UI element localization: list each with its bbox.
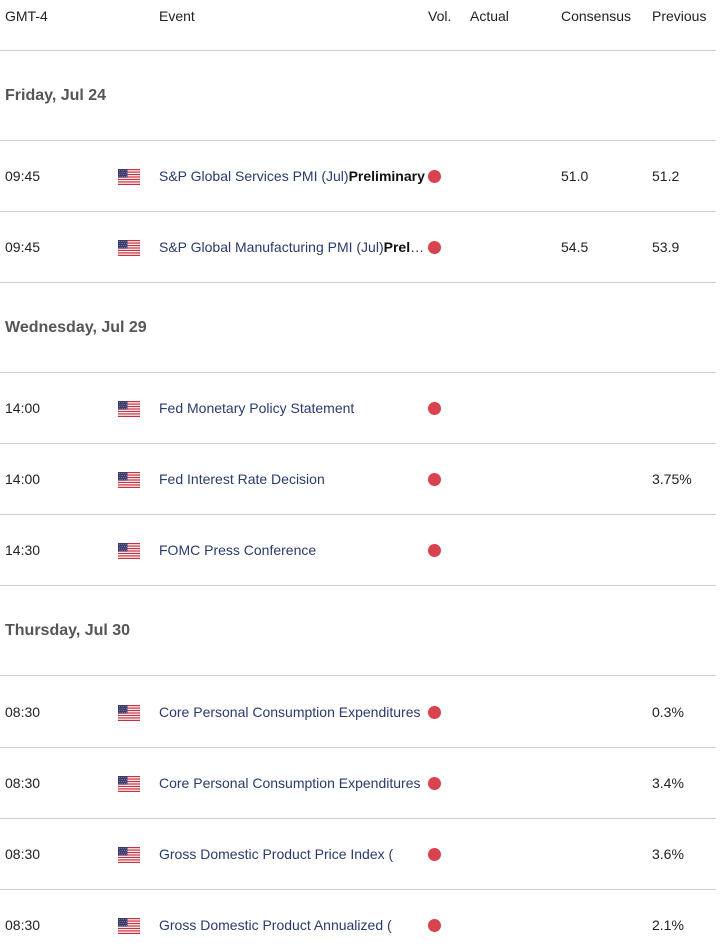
us-flag-icon	[118, 240, 140, 256]
event-row[interactable]: 14:00 Fed Interest Rate Decision 3.75%	[0, 444, 716, 515]
day-label: Wednesday, Jul 29	[5, 319, 147, 336]
us-flag-icon	[118, 543, 140, 559]
event-name[interactable]: Fed Interest Rate Decision	[159, 471, 325, 487]
previous-value: 3.4%	[652, 775, 684, 791]
volatility-high-dot	[428, 170, 441, 183]
event-time: 14:00	[5, 471, 41, 487]
volatility-high-dot	[428, 848, 441, 861]
event-row[interactable]: 08:30 Gross Domestic Product Price Index…	[0, 819, 716, 890]
event-time: 09:45	[5, 239, 41, 255]
event-preliminary-tag: Preliminary	[348, 168, 425, 184]
volatility-high-dot	[428, 402, 441, 415]
volatility-high-dot	[428, 473, 441, 486]
event-time: 08:30	[5, 704, 41, 720]
event-row[interactable]: 09:45 S&P Global Manufacturing PMI (Jul)…	[0, 212, 716, 283]
volatility-high-dot	[428, 544, 441, 557]
event-header: Event	[159, 8, 195, 24]
event-row[interactable]: 14:30 FOMC Press Conference	[0, 515, 716, 586]
event-time: 08:30	[5, 917, 41, 933]
us-flag-icon	[118, 918, 140, 934]
volatility-high-dot	[428, 706, 441, 719]
day-label: Friday, Jul 24	[5, 87, 107, 104]
event-name[interactable]: Fed Monetary Policy Statement	[159, 400, 355, 416]
event-row[interactable]: 08:30 Core Personal Consumption Expendit…	[0, 748, 716, 819]
volatility-header: Vol.	[428, 8, 452, 24]
us-flag-icon	[118, 401, 140, 417]
previous-value: 51.2	[652, 168, 680, 184]
previous-value: 3.75%	[652, 471, 692, 487]
event-row[interactable]: 14:00 Fed Monetary Policy Statement	[0, 373, 716, 444]
event-row[interactable]: 08:30 Gross Domestic Product Annualized …	[0, 890, 716, 948]
event-name[interactable]: Core Personal Consumption Expenditures	[159, 704, 421, 720]
event-time: 08:30	[5, 775, 41, 791]
event-name[interactable]: Core Personal Consumption Expenditures	[159, 775, 421, 791]
event-name[interactable]: Gross Domestic Product Annualized (	[159, 917, 392, 933]
previous-header: Previous	[652, 8, 707, 24]
event-name[interactable]: S&P Global Manufacturing PMI (Jul)Prelim…	[159, 239, 425, 255]
previous-value: 2.1%	[652, 917, 684, 933]
previous-value: 3.6%	[652, 846, 684, 862]
event-time: 09:45	[5, 168, 41, 184]
event-time: 08:30	[5, 846, 41, 862]
us-flag-icon	[118, 705, 140, 721]
previous-value: 53.9	[652, 239, 680, 255]
day-header: Wednesday, Jul 29	[0, 283, 716, 373]
event-time: 14:00	[5, 400, 41, 416]
actual-header: Actual	[470, 8, 509, 24]
event-time: 14:30	[5, 542, 41, 558]
table-header: GMT-4 Event Vol. Actual Consensus Previo…	[0, 0, 716, 51]
us-flag-icon	[118, 847, 140, 863]
day-label: Thursday, Jul 30	[5, 622, 131, 639]
timezone-header[interactable]: GMT-4	[5, 8, 48, 24]
volatility-high-dot	[428, 777, 441, 790]
us-flag-icon	[118, 776, 140, 792]
event-name[interactable]: S&P Global Services PMI (Jul)Preliminary	[159, 168, 425, 184]
day-header: Thursday, Jul 30	[0, 586, 716, 676]
us-flag-icon	[118, 472, 140, 488]
us-flag-icon	[118, 169, 140, 185]
event-preliminary-tag: Preliminary	[383, 239, 425, 255]
consensus-value: 51.0	[561, 168, 589, 184]
volatility-high-dot	[428, 241, 441, 254]
event-name[interactable]: Gross Domestic Product Price Index (	[159, 846, 394, 862]
consensus-header: Consensus	[561, 8, 632, 24]
consensus-value: 54.5	[561, 239, 589, 255]
day-header: Friday, Jul 24	[0, 51, 716, 141]
volatility-high-dot	[428, 919, 441, 932]
event-row[interactable]: 09:45 S&P Global Services PMI (Jul)Preli…	[0, 141, 716, 212]
previous-value: 0.3%	[652, 704, 684, 720]
event-name[interactable]: FOMC Press Conference	[159, 542, 317, 558]
event-row[interactable]: 08:30 Core Personal Consumption Expendit…	[0, 677, 716, 748]
